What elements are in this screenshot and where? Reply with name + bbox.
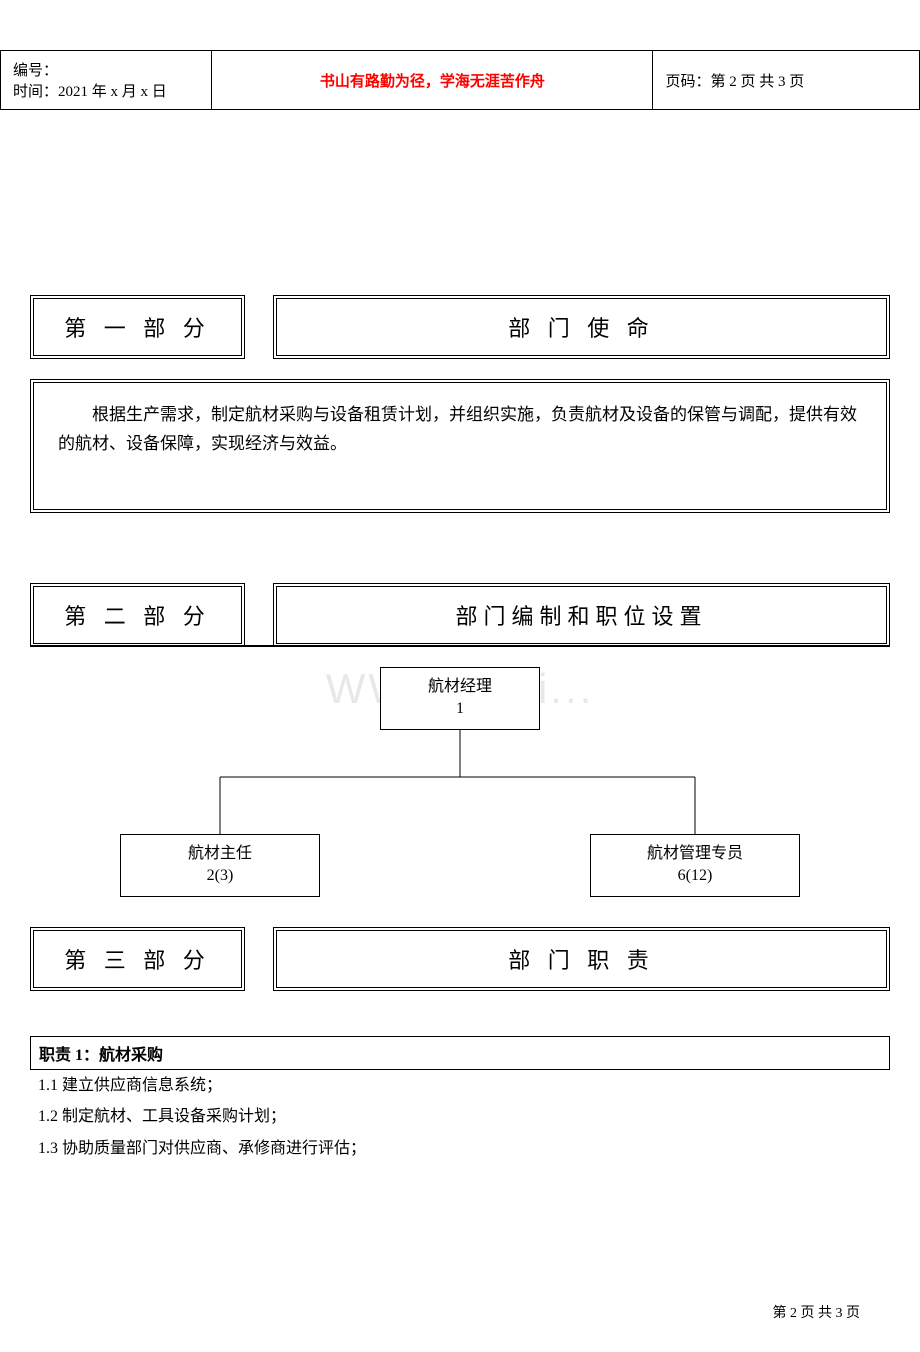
header-cell-proverb: 书山有路勤为径，学海无涯苦作舟: [212, 51, 653, 110]
duty-header: 职责 1：航材采购: [30, 1036, 890, 1070]
header-cell-pagecode: 页码：第 2 页 共 3 页: [653, 51, 920, 110]
duty-item-2: 1.2 制定航材、工具设备采购计划；: [30, 1101, 890, 1133]
org-director-name: 航材主任: [121, 843, 319, 865]
header-table: 编号： 时间：2021 年 x 月 x 日 书山有路勤为径，学海无涯苦作舟 页码…: [0, 50, 920, 110]
section-1-title: 部 门 使 命: [273, 295, 890, 359]
section-2-title: 部门编制和职位设置: [273, 583, 890, 647]
section-2-label: 第 二 部 分: [30, 583, 245, 647]
document-page: WWW.ZiXi... 编号： 时间：2021 年 x 月 x 日 书山有路勤为…: [0, 50, 920, 1352]
duty-item-1: 1.1 建立供应商信息系统；: [30, 1070, 890, 1102]
org-director-count: 2(3): [121, 865, 319, 887]
org-manager-count: 1: [381, 698, 539, 720]
org-chart: 航材经理 1 航材主任 2(3) 航材管理专员 6(12): [30, 667, 890, 897]
time-label: 时间：2021 年 x 月 x 日: [13, 80, 199, 101]
org-specialist-count: 6(12): [591, 865, 799, 887]
footer-pagenum: 第 2 页 共 3 页: [773, 1302, 861, 1322]
org-specialist-name: 航材管理专员: [591, 843, 799, 865]
org-manager-name: 航材经理: [381, 676, 539, 698]
section-1-row: 第 一 部 分 部 门 使 命: [30, 295, 890, 359]
duty-section: 职责 1：航材采购 1.1 建立供应商信息系统； 1.2 制定航材、工具设备采购…: [30, 1036, 890, 1165]
section-3-label: 第 三 部 分: [30, 927, 245, 991]
mission-content-box: 根据生产需求，制定航材采购与设备租赁计划，并组织实施，负责航材及设备的保管与调配…: [30, 379, 890, 513]
duty-item-3: 1.3 协助质量部门对供应商、承修商进行评估；: [30, 1133, 890, 1165]
org-node-director: 航材主任 2(3): [120, 834, 320, 897]
section-3-title: 部 门 职 责: [273, 927, 890, 991]
section-1-label: 第 一 部 分: [30, 295, 245, 359]
bianhao-label: 编号：: [13, 59, 199, 80]
org-node-specialist: 航材管理专员 6(12): [590, 834, 800, 897]
section-3-row: 第 三 部 分 部 门 职 责: [30, 927, 890, 991]
header-cell-meta: 编号： 时间：2021 年 x 月 x 日: [1, 51, 212, 110]
org-node-manager: 航材经理 1: [380, 667, 540, 730]
section-2-row: 第 二 部 分 部门编制和职位设置: [30, 583, 890, 647]
